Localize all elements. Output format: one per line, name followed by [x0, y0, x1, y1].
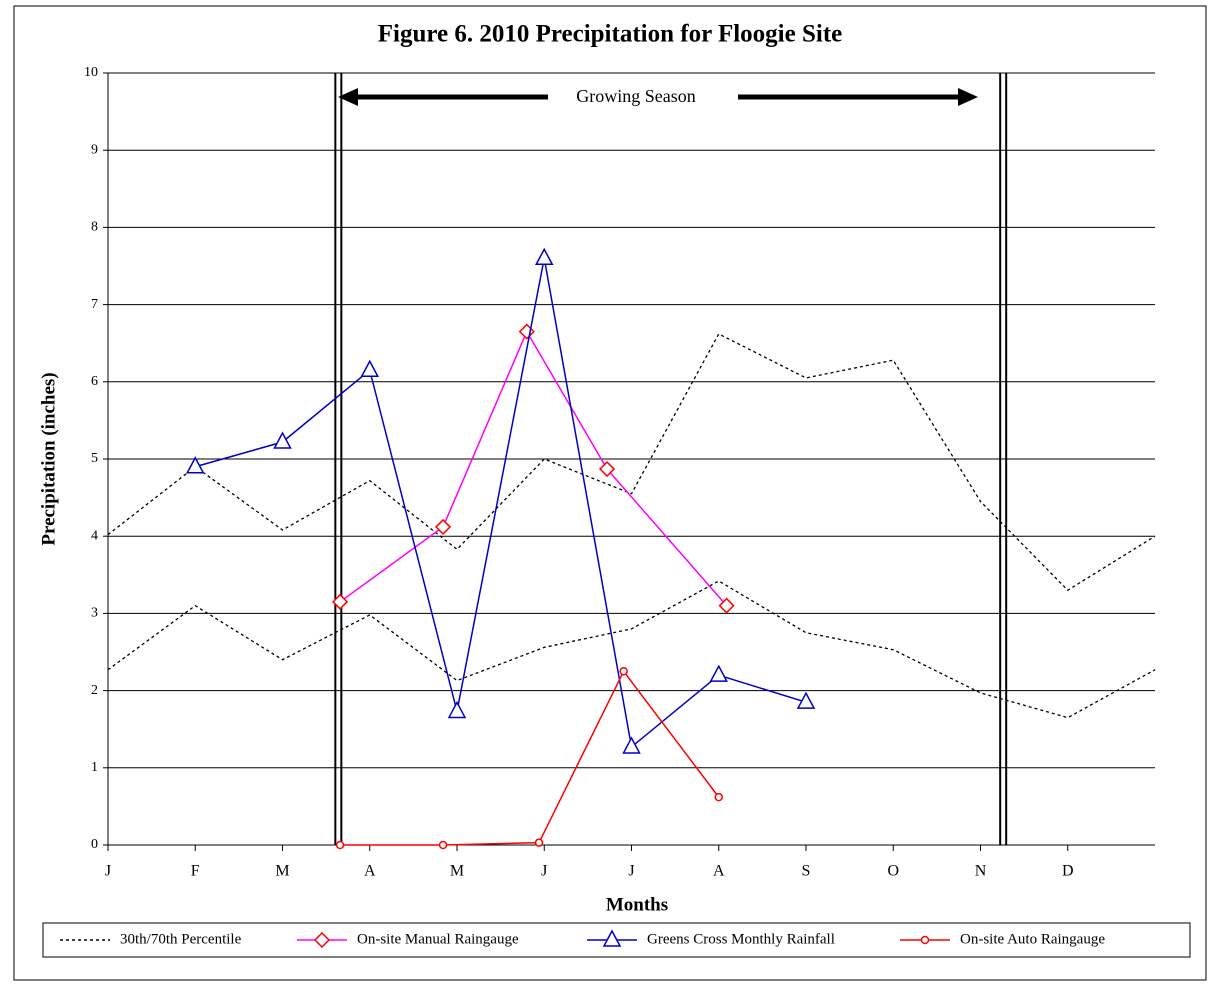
x-tick-label: M — [450, 863, 464, 880]
y-tick-label: 5 — [91, 451, 98, 466]
marker — [709, 664, 728, 682]
marker — [718, 597, 735, 614]
marker — [714, 792, 723, 802]
y-tick-label: 8 — [91, 220, 98, 235]
x-tick-label: J — [541, 863, 547, 880]
legend-label: Greens Cross Monthly Rainfall — [647, 931, 835, 947]
legend-marker — [602, 929, 622, 947]
marker — [535, 247, 554, 266]
y-tick-label: 7 — [91, 297, 98, 312]
annotation-arrow — [338, 88, 978, 106]
y-axis-label: Precipitation (inches) — [38, 372, 59, 545]
marker — [619, 667, 628, 676]
y-tick-label: 1 — [91, 760, 98, 775]
y-tick-label: 6 — [91, 374, 98, 389]
x-tick-label: J — [628, 863, 634, 880]
marker — [332, 593, 349, 610]
data-line — [107, 580, 1156, 719]
x-tick-label: M — [275, 863, 289, 880]
x-axis-label: Months — [606, 894, 668, 915]
marker — [599, 460, 616, 478]
y-tick-label: 10 — [84, 65, 98, 80]
marker — [438, 840, 448, 850]
data-line — [195, 258, 807, 749]
y-tick-label: 2 — [91, 683, 98, 698]
annotation: Growing Season — [576, 86, 696, 106]
y-tick-label: 9 — [91, 142, 98, 157]
x-tick-label: A — [713, 863, 725, 880]
marker — [335, 840, 345, 850]
chart-title: Figure 6. 2010 Precipitation for Floogie… — [378, 21, 843, 48]
marker — [434, 518, 452, 535]
marker — [622, 736, 641, 754]
legend-label: On-site Manual Raingauge — [357, 931, 519, 947]
chart-frame — [13, 5, 1207, 981]
x-tick-label: J — [105, 863, 111, 880]
marker — [273, 431, 292, 449]
x-tick-label: O — [887, 863, 899, 880]
y-tick-label: 0 — [91, 837, 98, 852]
y-tick-label: 4 — [91, 528, 98, 543]
legend-marker — [920, 935, 930, 945]
marker — [360, 359, 379, 377]
legend-marker — [313, 931, 331, 949]
x-tick-label: A — [364, 863, 376, 880]
x-tick-label: N — [975, 863, 987, 880]
legend-label: On-site Auto Raingauge — [960, 931, 1105, 947]
marker — [796, 691, 816, 709]
legend-label: 30th/70th Percentile — [120, 931, 242, 947]
y-tick-label: 3 — [91, 606, 98, 621]
marker — [534, 838, 544, 847]
marker — [447, 700, 467, 719]
marker — [186, 456, 205, 474]
data-line — [107, 333, 1156, 592]
x-tick-label: S — [802, 863, 811, 880]
x-tick-label: D — [1062, 863, 1074, 880]
x-tick-label: F — [191, 863, 200, 880]
